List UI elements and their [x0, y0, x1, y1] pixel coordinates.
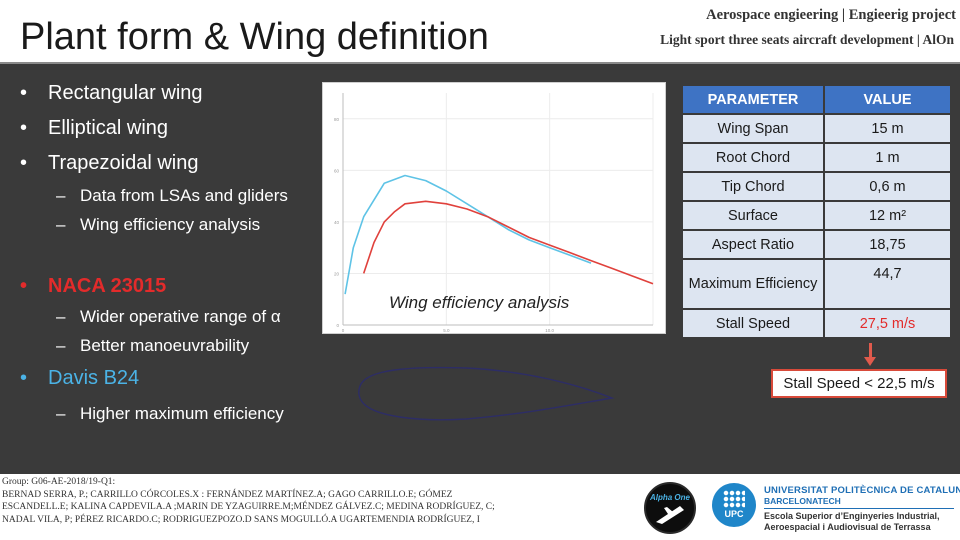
sub-bullet-dash: –: [56, 404, 66, 423]
table-row: Stall Speed 27,5 m/s: [683, 310, 950, 337]
bullet-dot: •: [20, 275, 28, 297]
alpha-one-logo-text: Alpha One: [649, 493, 690, 502]
bullet-davis-b24: • Davis B24: [20, 367, 139, 390]
table-row: Wing Span 15 m: [683, 115, 950, 142]
bullet-elliptical-wing: • Elliptical wing: [20, 117, 168, 140]
sub-bullet-text: Wing efficiency analysis: [80, 215, 261, 234]
airfoil-shape-icon: [358, 366, 615, 421]
bullet-rectangular-wing: • Rectangular wing: [20, 82, 203, 105]
sub-bullet-data-source: – Data from LSAs and gliders: [56, 186, 288, 206]
stall-speed-requirement: Stall Speed < 22,5 m/s: [771, 369, 947, 398]
x-tick-label: 0: [342, 328, 345, 333]
table-header-row: PARAMETER VALUE: [683, 86, 950, 113]
table-row: Tip Chord 0,6 m: [683, 173, 950, 200]
group-members: Group: G06-AE-2018/19-Q1: BERNAD SERRA, …: [2, 476, 495, 526]
x-tick-label: 5.0: [443, 328, 450, 333]
airfoil-outline: [358, 366, 615, 421]
footer-bar: Group: G06-AE-2018/19-Q1: BERNAD SERRA, …: [0, 474, 960, 540]
upc-dots-icon: [723, 490, 745, 508]
university-subtitle: BARCELONATECH: [764, 496, 841, 506]
param-value: 1 m: [825, 144, 950, 171]
series-line-red: [362, 200, 654, 285]
bullet-dot: •: [20, 117, 28, 139]
param-name: Aspect Ratio: [683, 231, 823, 258]
sub-bullet-dash: –: [56, 186, 66, 205]
table-row: Surface 12 m²: [683, 202, 950, 229]
sub-bullet-text: Better manoeuvrability: [80, 336, 250, 355]
sub-bullet-manoeuvrability: – Better manoeuvrability: [56, 336, 249, 356]
param-value: 18,75: [825, 231, 950, 258]
table-row: Root Chord 1 m: [683, 144, 950, 171]
bullet-text: Davis B24: [48, 367, 140, 389]
airplane-icon: [656, 506, 684, 524]
efficiency-chart: 0 20 40 60 80 0 5.0 10.0: [322, 82, 666, 334]
bullet-naca-23015: • NACA 23015: [20, 275, 166, 298]
bullet-text: NACA 23015: [48, 275, 167, 297]
param-name: Root Chord: [683, 144, 823, 171]
school-name-line: Aeroespacial i Audiovisual de Terrassa: [764, 521, 931, 532]
table-row: Maximum Efficiency 44,7: [683, 260, 950, 308]
header-bar: Plant form & Wing definition Aerospace e…: [0, 0, 960, 62]
alpha-one-logo: Alpha One: [644, 482, 696, 534]
sub-bullet-text: Wider operative range of α: [80, 307, 281, 326]
param-name: Tip Chord: [683, 173, 823, 200]
y-tick-label: 40: [334, 220, 340, 225]
sub-bullet-efficiency-analysis: – Wing efficiency analysis: [56, 215, 260, 235]
group-id: Group: G06-AE-2018/19-Q1:: [2, 477, 116, 487]
members-line: BERNAD SERRA, P.; CARRILLO CÓRCOLES.X : …: [2, 489, 453, 500]
efficiency-chart-svg: 0 20 40 60 80 0 5.0 10.0: [334, 93, 654, 333]
members-line: ESCANDELL.E; KALINA CAPDEVILA.A ;MARIN D…: [2, 502, 495, 512]
table-row: Aspect Ratio 18,75: [683, 231, 950, 258]
x-tick-label: 10.0: [545, 328, 554, 333]
project-subtitle: Light sport three seats aircraft develop…: [660, 32, 954, 47]
project-title: Aerospace engieering | Engieerig project: [706, 7, 956, 23]
members-line: NADAL VILA, P; PÉREZ RICARDO.C; RODRIGUE…: [2, 514, 480, 525]
param-value: 0,6 m: [825, 173, 950, 200]
sub-bullet-operative-range: – Wider operative range of α: [56, 307, 281, 327]
column-header-value: VALUE: [825, 86, 950, 113]
bullet-dot: •: [20, 152, 28, 174]
school-name: Escola Superior d’Enginyeries Industrial…: [764, 511, 940, 532]
slide-title: Plant form & Wing definition: [20, 16, 489, 58]
chart-caption: Wing efficiency analysis: [389, 293, 570, 312]
sub-bullet-max-efficiency: – Higher maximum efficiency: [56, 404, 284, 424]
param-name: Surface: [683, 202, 823, 229]
bullet-dot: •: [20, 82, 28, 104]
upc-logo-text: UPC: [724, 509, 744, 519]
param-value-stall-speed: 27,5 m/s: [825, 310, 950, 337]
y-tick-label: 20: [334, 271, 340, 276]
university-divider: [764, 508, 954, 509]
university-name: UNIVERSITAT POLITÈCNICA DE CATALUNYA: [764, 485, 960, 496]
y-tick-label: 0: [336, 323, 339, 328]
series-line-blue: [344, 174, 592, 295]
bullet-text: Trapezoidal wing: [48, 152, 199, 174]
bullet-trapezoidal-wing: • Trapezoidal wing: [20, 152, 198, 175]
param-name: Wing Span: [683, 115, 823, 142]
school-name-line: Escola Superior d’Enginyeries Industrial…: [764, 511, 940, 521]
param-value: 44,7: [825, 260, 950, 308]
param-name: Stall Speed: [683, 310, 823, 337]
sub-bullet-dash: –: [56, 336, 66, 355]
param-value: 15 m: [825, 115, 950, 142]
bullet-dot: •: [20, 367, 28, 389]
header-divider: [0, 62, 960, 64]
y-tick-label: 60: [334, 168, 340, 173]
parameter-table: PARAMETER VALUE Wing Span 15 m Root Chor…: [681, 84, 952, 339]
bullet-text: Elliptical wing: [48, 117, 169, 139]
sub-bullet-text: Data from LSAs and gliders: [80, 186, 288, 205]
down-arrow-stem: [869, 343, 872, 358]
param-value: 12 m²: [825, 202, 950, 229]
y-tick-label: 80: [334, 117, 340, 122]
sub-bullet-dash: –: [56, 307, 66, 326]
param-name: Maximum Efficiency: [683, 260, 823, 308]
bullet-text: Rectangular wing: [48, 82, 203, 104]
sub-bullet-text: Higher maximum efficiency: [80, 404, 284, 423]
down-arrow-icon: [864, 357, 876, 366]
column-header-parameter: PARAMETER: [683, 86, 823, 113]
sub-bullet-dash: –: [56, 215, 66, 234]
upc-logo: UPC: [712, 483, 756, 527]
